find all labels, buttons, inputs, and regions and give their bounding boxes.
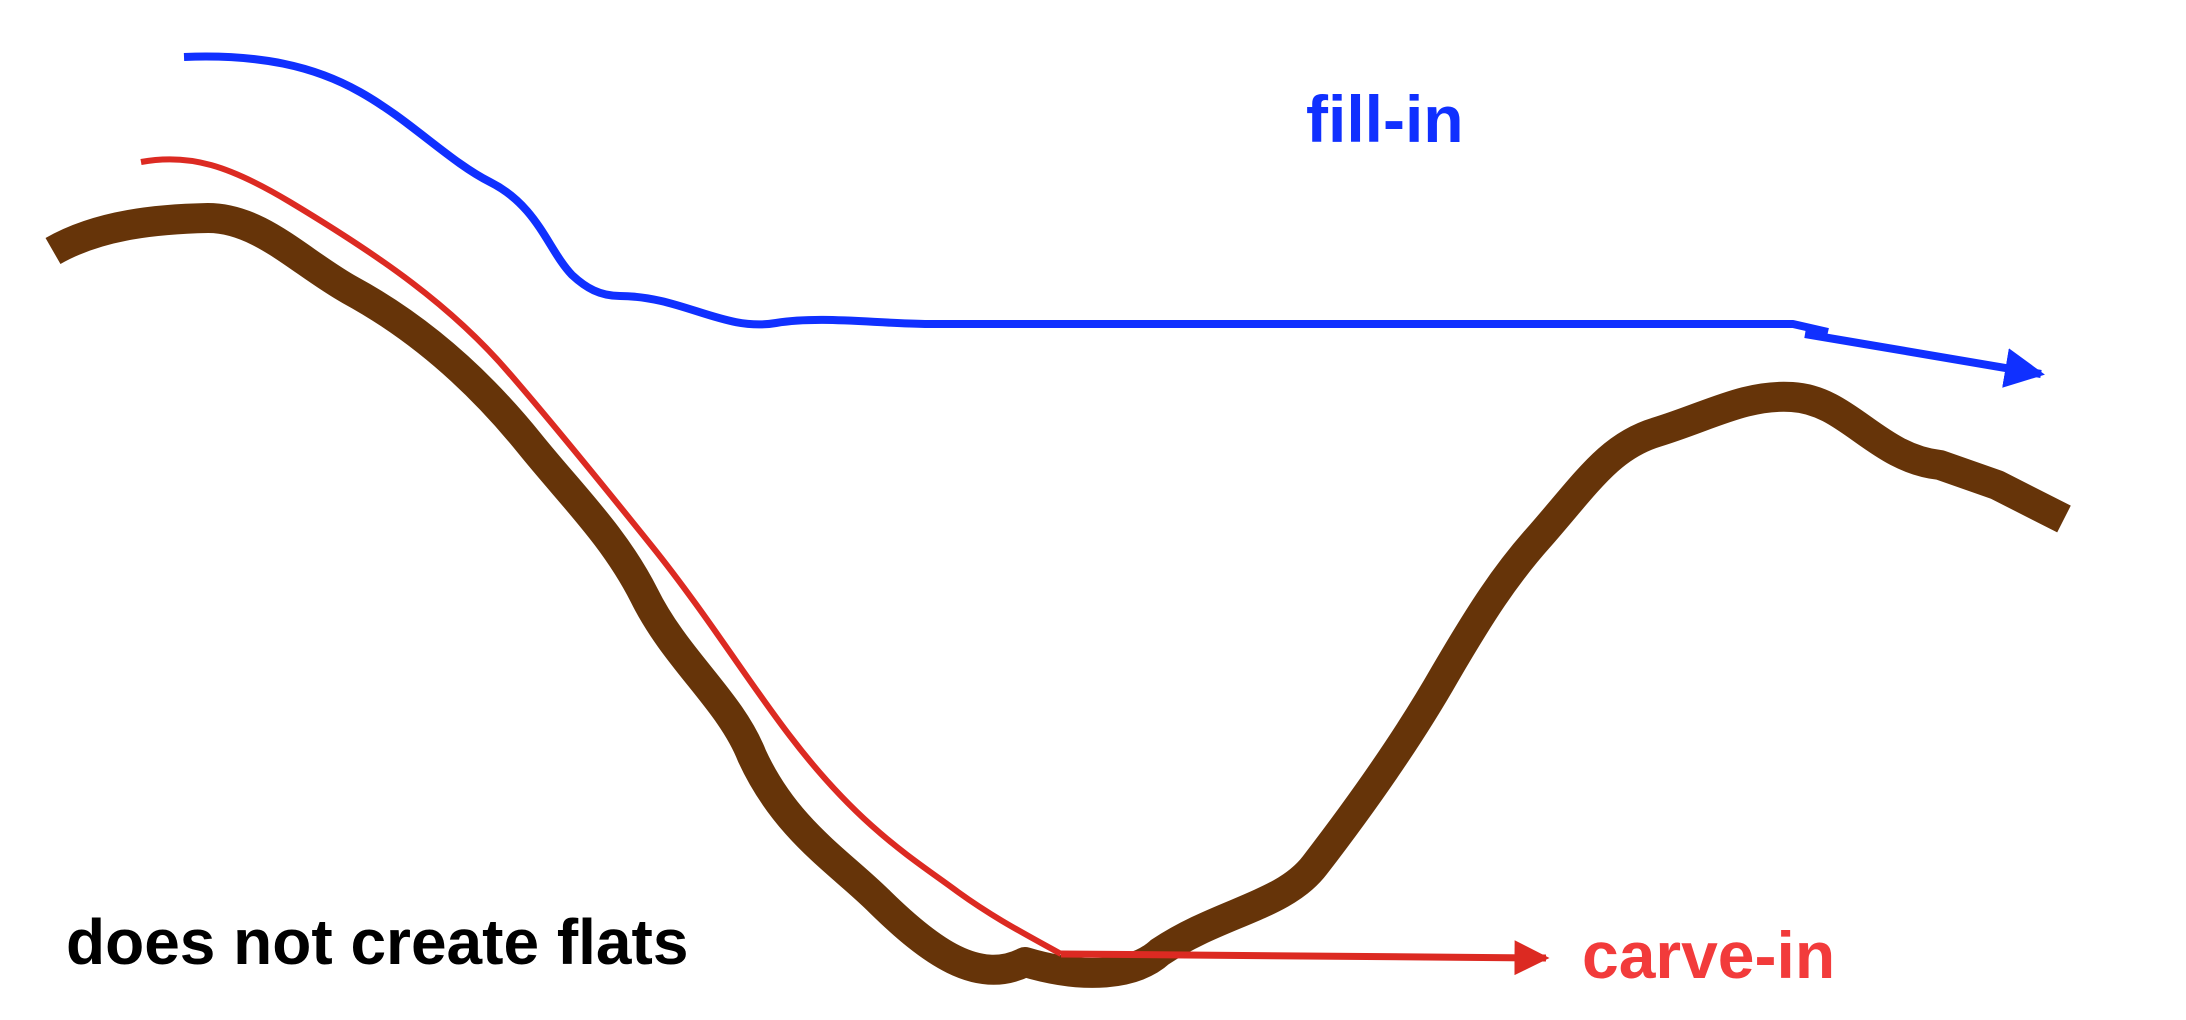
carve-in-arrow xyxy=(1060,940,1550,976)
fill-in-line xyxy=(183,52,1829,336)
fill-in-label: fill-in xyxy=(1306,82,1464,156)
fill-in-arrow xyxy=(1804,330,2045,388)
no-flats-label: does not create flats xyxy=(66,906,689,978)
terrain-profile xyxy=(45,203,2071,988)
carve-in-line xyxy=(140,156,1063,957)
carve-in-label: carve-in xyxy=(1582,918,1836,992)
